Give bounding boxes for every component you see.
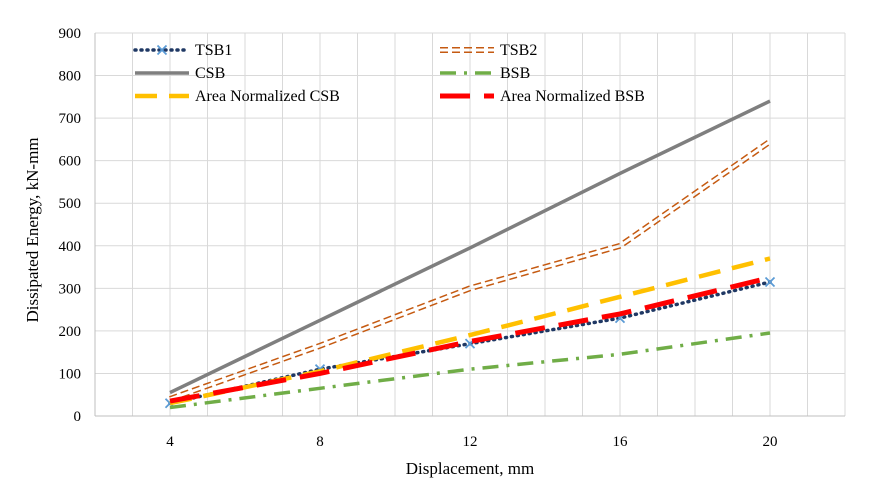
series-lines — [164, 99, 776, 410]
y-axis-title: Dissipated Energy, kN-mm — [23, 137, 42, 322]
y-tick-label: 300 — [59, 281, 82, 297]
y-tick-label: 500 — [59, 196, 82, 212]
y-tick-label: 100 — [59, 366, 82, 382]
legend-label: TSB1 — [195, 42, 232, 59]
legend-marker — [156, 44, 168, 56]
legend-label: BSB — [500, 65, 530, 82]
series-line-area-normalized-bsb — [169, 275, 771, 404]
x-tick-label: 8 — [316, 434, 324, 450]
series-line-tsb2 — [170, 142, 772, 402]
legend-item-csb: CSB — [135, 65, 225, 82]
legend-label: Area Normalized BSB — [500, 88, 645, 105]
x-tick-label: 16 — [613, 434, 629, 450]
x-tick-label: 12 — [463, 434, 478, 450]
x-tick-label: 4 — [166, 434, 174, 450]
y-tick-label: 700 — [59, 111, 82, 127]
y-tick-label: 200 — [59, 324, 82, 340]
series-tsb2 — [169, 139, 772, 402]
legend-item-bsb: BSB — [440, 65, 530, 82]
series-line-csb — [169, 99, 771, 395]
legend-item-area-normalized-bsb: Area Normalized BSB — [440, 88, 645, 105]
x-axis-title: Displacement, mm — [406, 459, 534, 478]
y-tick-label: 600 — [59, 154, 82, 170]
legend-label: Area Normalized CSB — [195, 88, 340, 105]
series-line-bsb — [169, 331, 771, 410]
legend-item-tsb1: TSB1 — [133, 42, 232, 59]
tick-labels: 0 100 200 300 400 500 600 700 800 900 4 8 12 16 20 — [59, 26, 778, 450]
data-point-tsb1 — [764, 276, 776, 288]
legend-item-area-normalized-csb: Area Normalized CSB — [135, 88, 340, 105]
legend-label: TSB2 — [500, 42, 537, 59]
series-area-normalized-bsb — [169, 275, 771, 404]
y-tick-label: 0 — [74, 409, 82, 425]
legend-label: CSB — [195, 65, 225, 82]
y-tick-label: 900 — [59, 26, 82, 42]
series-csb — [169, 99, 771, 395]
y-tick-label: 800 — [59, 69, 82, 85]
series-line-tsb2 — [169, 139, 770, 398]
legend: TSB1 TSB2 CSB BSB Area Normalized CSB Area No… — [133, 42, 645, 105]
series-bsb — [169, 331, 771, 410]
y-tick-label: 400 — [59, 239, 82, 255]
legend-item-tsb2: TSB2 — [440, 42, 537, 59]
x-tick-label: 20 — [763, 434, 778, 450]
gridlines — [95, 32, 846, 416]
axes — [94, 33, 845, 417]
